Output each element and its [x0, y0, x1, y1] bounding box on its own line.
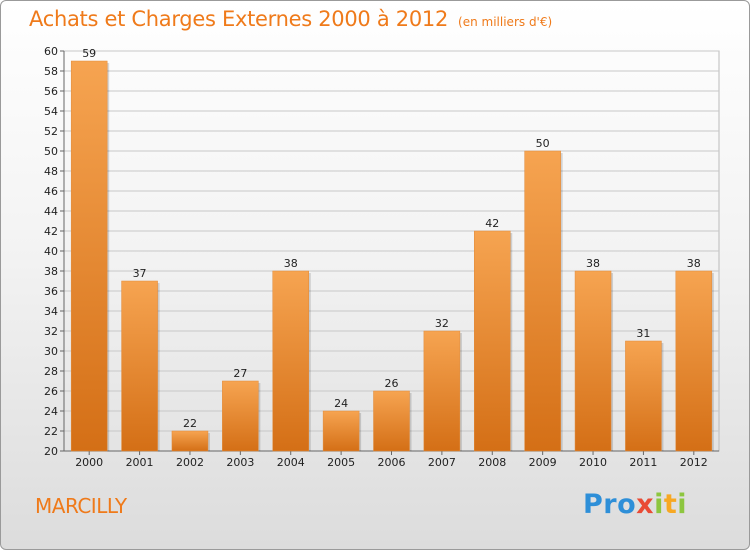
bar	[625, 340, 662, 452]
y-tick-label: 44	[44, 205, 58, 218]
x-tick-label: 2010	[579, 456, 607, 469]
labels: 59 37 22 27 38 24 26 32 42 50 38 31 38	[82, 47, 701, 430]
x-tick-label: 2005	[327, 456, 355, 469]
chart-subtitle: (en milliers d'€)	[458, 15, 553, 29]
bars	[70, 60, 714, 452]
y-tick-label: 48	[44, 165, 58, 178]
bar	[474, 230, 511, 452]
y-tick-label: 32	[44, 325, 58, 338]
data-label: 42	[485, 217, 499, 230]
data-label: 38	[284, 257, 298, 270]
chart-title: Achats et Charges Externes 2000 à 2012 (e…	[29, 7, 553, 31]
x-tick-label: 2004	[277, 456, 305, 469]
data-label: 38	[586, 257, 600, 270]
bar	[222, 380, 259, 452]
bar	[272, 270, 309, 452]
data-label: 38	[687, 257, 701, 270]
bar	[121, 280, 158, 452]
data-label: 27	[233, 367, 247, 380]
y-tick-label: 54	[44, 105, 58, 118]
y-tick-label: 28	[44, 365, 58, 378]
x-tick-label: 2001	[126, 456, 154, 469]
bar	[373, 390, 410, 452]
bar	[70, 60, 108, 452]
commune-name: MARCILLY	[35, 494, 127, 518]
x-tick-label: 2007	[428, 456, 456, 469]
proxiti-logo: Proxiti	[583, 489, 688, 520]
data-label: 37	[133, 267, 147, 280]
data-label: 24	[334, 397, 348, 410]
bar	[423, 330, 461, 452]
bar	[171, 430, 209, 452]
y-tick-label: 60	[44, 45, 58, 58]
y-tick-label: 24	[44, 405, 58, 418]
y-tick-label: 22	[44, 425, 58, 438]
data-label: 22	[183, 417, 197, 430]
x-tick-label: 2000	[75, 456, 103, 469]
y-tick-label: 56	[44, 85, 58, 98]
bar	[524, 150, 561, 452]
x-tick-label: 2012	[680, 456, 708, 469]
data-label: 32	[435, 317, 449, 330]
y-tick-label: 34	[44, 305, 58, 318]
y-tick-label: 26	[44, 385, 58, 398]
y-tick-label: 20	[44, 445, 58, 458]
y-tick-label: 50	[44, 145, 58, 158]
y-tick-label: 30	[44, 345, 58, 358]
data-label: 26	[385, 377, 399, 390]
y-tick-label: 38	[44, 265, 58, 278]
x-tick-label: 2003	[226, 456, 254, 469]
y-tick-label: 58	[44, 65, 58, 78]
x-tick-label: 2011	[629, 456, 657, 469]
data-label: 59	[82, 47, 96, 60]
x-tick-label: 2002	[176, 456, 204, 469]
bar	[675, 270, 713, 452]
bar	[574, 270, 612, 452]
y-tick-label: 52	[44, 125, 58, 138]
bar	[322, 410, 360, 452]
y-tick-label: 36	[44, 285, 58, 298]
data-label: 31	[636, 327, 650, 340]
y-tick-label: 42	[44, 225, 58, 238]
x-tick-label: 2009	[529, 456, 557, 469]
data-label: 50	[536, 137, 550, 150]
x-tick-label: 2008	[478, 456, 506, 469]
x-tick-label: 2006	[378, 456, 406, 469]
y-tick-label: 40	[44, 245, 58, 258]
y-tick-label: 46	[44, 185, 58, 198]
